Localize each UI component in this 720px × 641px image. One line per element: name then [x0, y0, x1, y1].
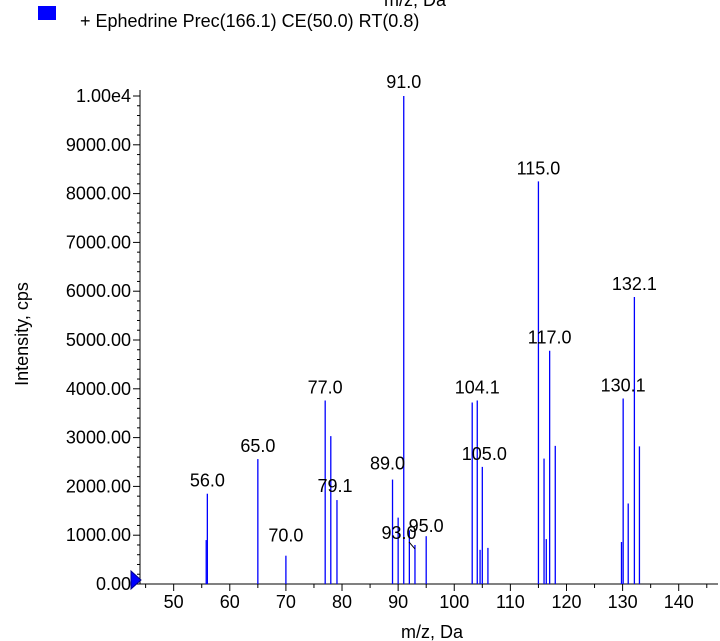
peak-label: 105.0: [462, 444, 507, 464]
x-tick-label: 60: [220, 592, 240, 612]
legend-label: + Ephedrine Prec(166.1) CE(50.0) RT(0.8): [80, 11, 419, 31]
peak-label: 104.1: [455, 378, 500, 398]
peak-label: 130.1: [601, 376, 646, 396]
y-tick-label: 3000.00: [66, 428, 131, 448]
x-tick-label: 90: [388, 592, 408, 612]
x-tick-label: 130: [608, 592, 638, 612]
peak-label: 115.0: [517, 158, 561, 178]
y-tick-label: 8000.00: [66, 184, 131, 204]
peak-label: 79.1: [317, 476, 352, 496]
y-tick-label: 9000.00: [66, 135, 131, 155]
y-tick-label: 2000.00: [66, 476, 131, 496]
x-tick-label: 80: [332, 592, 352, 612]
x-axis-title: m/z, Da: [401, 622, 464, 641]
peak-label: 70.0: [268, 526, 303, 546]
y-tick-label: 0.00: [96, 574, 131, 594]
peak-label: 77.0: [308, 378, 343, 398]
peak-label: 117.0: [528, 328, 572, 348]
y-tick-label: 4000.00: [66, 379, 131, 399]
top-axis-label: m/z, Da: [384, 0, 447, 10]
x-tick-label: 50: [164, 592, 184, 612]
peak-label: 93.0: [381, 523, 416, 543]
y-tick-label: 5000.00: [66, 330, 131, 350]
y-axis-zero-marker: [130, 569, 142, 591]
peak-label: 132.1: [612, 274, 657, 294]
x-tick-label: 140: [664, 592, 694, 612]
peak-label: 65.0: [240, 436, 275, 456]
y-tick-label: 1.00e4: [76, 86, 131, 106]
y-axis-title: Intensity, cps: [12, 282, 32, 386]
y-tick-label: 6000.00: [66, 281, 131, 301]
x-tick-label: 70: [276, 592, 296, 612]
x-tick-label: 100: [439, 592, 469, 612]
peak-label: 95.0: [409, 516, 444, 536]
legend-swatch: [38, 6, 56, 20]
peak-label: 56.0: [190, 471, 225, 491]
peak-label: 89.0: [370, 454, 405, 474]
peak-label: 91.0: [386, 72, 421, 92]
y-tick-label: 1000.00: [66, 525, 131, 545]
x-tick-label: 110: [496, 592, 525, 612]
y-tick-label: 7000.00: [66, 232, 131, 252]
plot-area: 0.00 1000.00 2000.00 3000.00 4000.00 5000.00 6…: [66, 72, 718, 612]
x-tick-label: 120: [551, 592, 581, 612]
peak-label-leader: [408, 541, 416, 550]
